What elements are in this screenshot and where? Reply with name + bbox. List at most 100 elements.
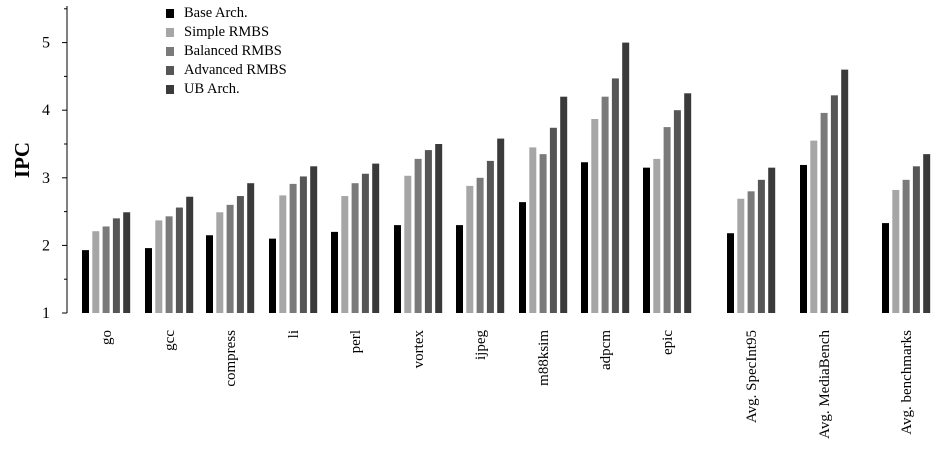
legend-item: Advanced RMBS — [166, 61, 287, 80]
bar — [601, 96, 609, 314]
bar — [155, 220, 163, 313]
legend-item: UB Arch. — [166, 80, 287, 99]
bar — [247, 183, 255, 313]
bar — [216, 212, 224, 313]
bar — [622, 42, 630, 313]
bar — [435, 144, 443, 313]
bar — [102, 226, 110, 313]
bar — [206, 235, 213, 313]
legend-swatch — [166, 66, 174, 75]
legend-label: Base Arch. — [184, 5, 248, 21]
y-tick-label: 3 — [42, 170, 50, 187]
bar — [145, 248, 152, 313]
bar — [549, 127, 557, 313]
x-tick-label: go — [99, 330, 115, 345]
bar — [279, 195, 287, 313]
bar — [529, 147, 537, 313]
bar — [456, 225, 463, 313]
bar — [591, 118, 599, 313]
bar — [476, 177, 484, 313]
x-tick-label: gcc — [162, 330, 178, 351]
bar — [466, 185, 474, 313]
bar — [800, 164, 807, 313]
bar — [611, 78, 619, 313]
bar — [299, 176, 307, 313]
bar — [186, 196, 194, 313]
bar — [663, 127, 671, 313]
bar — [643, 167, 650, 313]
bar — [414, 158, 422, 313]
bar — [560, 96, 568, 314]
bar — [673, 110, 681, 313]
bar — [653, 158, 661, 313]
bar — [394, 225, 401, 313]
x-tick-label: vortex — [411, 330, 427, 369]
bar — [372, 163, 380, 313]
x-tick-label: adpcm — [598, 330, 614, 370]
bar — [768, 167, 776, 313]
bar — [923, 154, 931, 313]
bar — [123, 212, 131, 313]
bar — [497, 138, 505, 313]
y-tick-label: 4 — [42, 102, 50, 119]
legend-swatch — [166, 85, 174, 94]
bar — [820, 112, 828, 314]
bar — [341, 196, 349, 313]
bar — [830, 95, 838, 313]
legend-label: Advanced RMBS — [184, 62, 287, 78]
bar — [289, 183, 297, 313]
legend-item: Balanced RMBS — [166, 42, 287, 61]
y-tick-label: 1 — [42, 305, 50, 322]
bar — [727, 233, 734, 313]
bar — [351, 183, 359, 313]
bar — [912, 166, 920, 313]
x-tick-label: Avg. MediaBench — [817, 330, 833, 439]
bar — [82, 250, 89, 313]
bar — [757, 179, 765, 313]
legend-item: Simple RMBS — [166, 23, 287, 42]
bar — [486, 160, 494, 313]
legend-swatch — [166, 28, 174, 37]
bar — [226, 204, 234, 313]
x-tick-label: Avg. SpecInt95 — [744, 330, 760, 423]
bar — [310, 166, 318, 313]
bar — [882, 223, 889, 313]
bar — [175, 207, 183, 313]
x-tick-label: m88ksim — [536, 330, 552, 386]
x-tick-label: perl — [348, 330, 364, 353]
x-tick-label: epic — [660, 330, 676, 355]
bar — [737, 198, 745, 313]
bar — [424, 150, 432, 313]
x-tick-label: Avg. benchmarks — [899, 330, 915, 435]
bar — [581, 162, 588, 313]
bar — [269, 238, 276, 313]
bar — [841, 69, 849, 313]
bar — [892, 189, 900, 313]
legend-item: Base Arch. — [166, 4, 287, 23]
x-tick-label: li — [286, 330, 302, 338]
bar — [539, 154, 547, 313]
legend-label: Simple RMBS — [184, 24, 270, 40]
bar — [331, 231, 338, 313]
bar — [92, 231, 100, 313]
legend-label: UB Arch. — [184, 81, 240, 97]
bar — [519, 202, 526, 313]
y-tick-label: 2 — [42, 237, 50, 254]
chart-legend: Base Arch. Simple RMBS Balanced RMBS Advanc… — [166, 4, 287, 99]
legend-swatch — [166, 9, 174, 18]
bar — [112, 218, 120, 313]
bar — [684, 93, 692, 313]
bar — [404, 175, 412, 313]
bar — [165, 216, 173, 313]
y-tick-label: 5 — [42, 35, 50, 52]
bar — [361, 173, 369, 313]
x-tick-label: compress — [223, 330, 239, 387]
bar — [747, 191, 755, 313]
bar — [810, 140, 818, 313]
legend-label: Balanced RMBS — [184, 43, 282, 59]
bar — [236, 196, 244, 313]
x-tick-label: ijpeg — [473, 330, 489, 360]
y-axis-title: IPC — [10, 142, 34, 178]
legend-swatch — [166, 47, 174, 56]
